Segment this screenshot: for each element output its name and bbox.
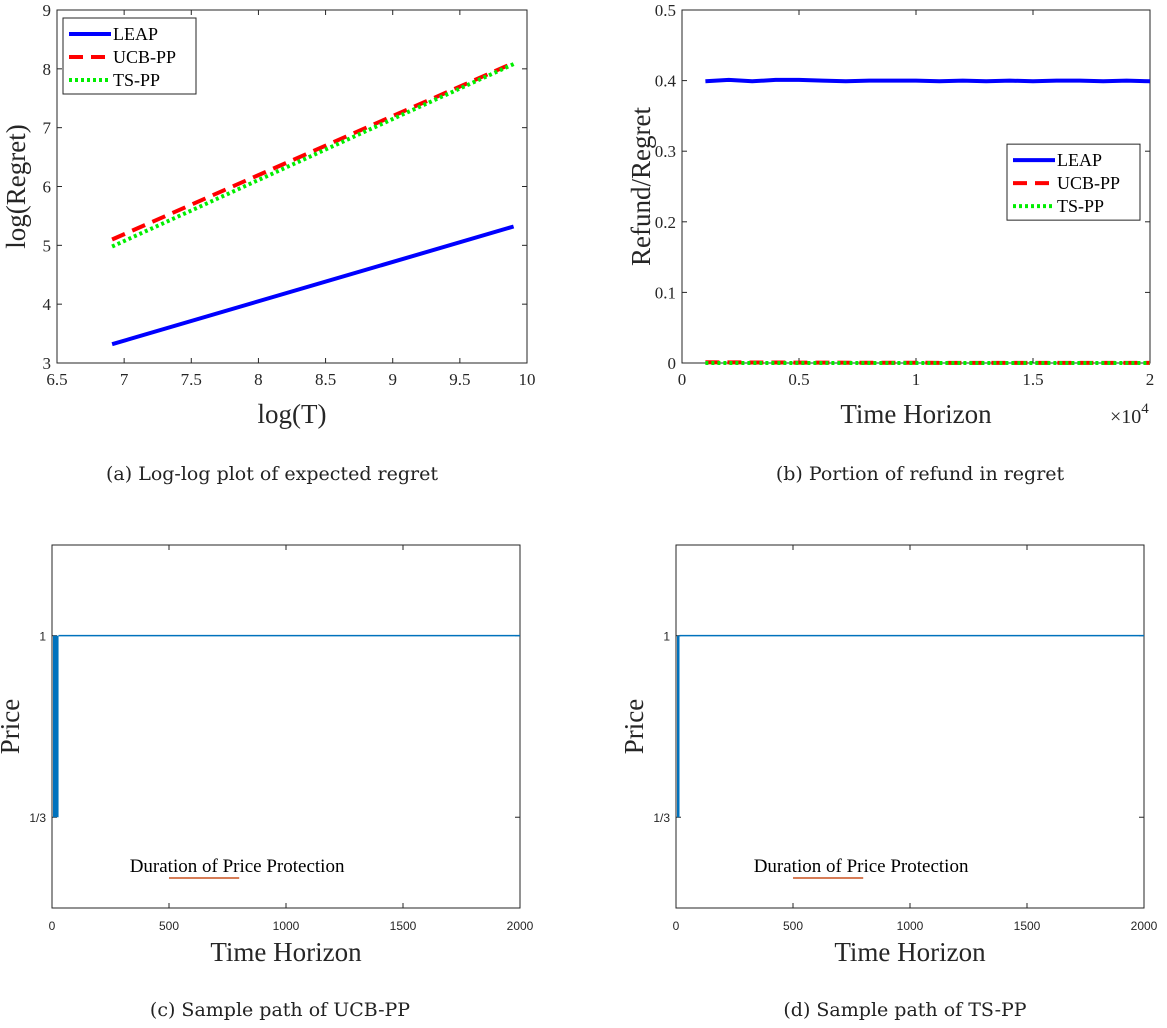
x-tick-label: 0 <box>673 919 680 933</box>
x-tick-label: 7 <box>120 370 129 389</box>
y-tick-label: 6 <box>43 178 52 197</box>
tspan-part: 4 <box>1141 401 1149 417</box>
caption-c: (c) Sample path of UCB-PP <box>150 999 410 1021</box>
price-oscillation-band <box>677 635 680 818</box>
y-axis-label: Refund/Regret <box>626 107 656 266</box>
annotation-text: Duration of Price Protection <box>754 856 969 877</box>
legend-label-ts-pp: TS-PP <box>113 70 160 90</box>
x-tick-label: 8.5 <box>315 370 336 389</box>
x-tick-label: 500 <box>783 919 803 933</box>
x-tick-label: 9 <box>388 370 397 389</box>
annotation-text: Duration of Price Protection <box>130 856 345 877</box>
y-tick-label: 0 <box>668 354 677 373</box>
y-tick-label: 0.1 <box>655 283 676 302</box>
x-tick-label: 0.5 <box>788 370 809 389</box>
x-tick-label: 2 <box>1146 370 1155 389</box>
chart-c: 0 500 1000 1500 2000 1/3 1 Time Horizon Price Dur… <box>0 544 534 1021</box>
x-tick-label: 6.5 <box>46 370 67 389</box>
x-axis-label: Time Horizon <box>210 937 362 967</box>
legend: LEAP UCB-PP TS-PP <box>62 17 197 95</box>
y-tick-label: 8 <box>43 60 52 79</box>
x-tick-label: 2000 <box>507 919 534 933</box>
chart-a: 6.5 7 7.5 8 8.5 9 9.5 10 3 4 5 6 7 8 9 log(T) log(Regret… <box>1 1 536 485</box>
chart-b: 0 0.5 1 1.5 2 0 0.1 0.2 0.3 0.4 0.5 Time Horizon Ref… <box>626 1 1154 485</box>
caption-b: (b) Portion of refund in regret <box>776 463 1065 485</box>
legend-label-ts-pp: TS-PP <box>1057 196 1104 216</box>
x-tick-label: 9.5 <box>449 370 470 389</box>
y-tick-label: 0.2 <box>655 213 676 232</box>
chart-d: 0 500 1000 1500 2000 1/3 1 Time Horizon Price Dur… <box>619 544 1158 1021</box>
y-tick-label: 1 <box>39 630 46 644</box>
x-tick-label: 1 <box>912 370 921 389</box>
x-axis-label: Time Horizon <box>834 937 986 967</box>
x-exponent-label: ×104 <box>1110 401 1149 428</box>
series-line-leap <box>111 224 515 347</box>
legend-label-leap: LEAP <box>113 24 158 44</box>
y-tick-label: 1 <box>663 630 670 644</box>
series-line-ts-pp <box>111 62 515 249</box>
x-axis-label: log(T) <box>258 399 327 429</box>
legend-label-ucb-pp: UCB-PP <box>1057 173 1120 193</box>
legend-label-ucb-pp: UCB-PP <box>113 47 176 67</box>
x-tick-label: 8 <box>254 370 263 389</box>
x-tick-label: 1000 <box>897 919 924 933</box>
y-tick-label: 0.3 <box>655 142 676 161</box>
y-tick-label: 9 <box>43 1 52 20</box>
y-tick-label: 1/3 <box>29 811 46 825</box>
caption-a: (a) Log-log plot of expected regret <box>106 463 438 485</box>
x-tick-label: 1.5 <box>1022 370 1043 389</box>
price-oscillation-band <box>53 635 59 818</box>
y-tick-label: 4 <box>43 295 52 314</box>
legend: LEAP UCB-PP TS-PP <box>1006 143 1141 221</box>
plot-frame-d <box>675 544 1145 909</box>
x-tick-label: 2000 <box>1131 919 1158 933</box>
x-tick-label: 0 <box>49 919 56 933</box>
plot-frame-c <box>51 544 521 909</box>
legend-label-leap: LEAP <box>1057 150 1102 170</box>
x-tick-label: 1000 <box>273 919 300 933</box>
x-tick-label: 10 <box>519 370 536 389</box>
legend-box <box>1006 143 1141 221</box>
y-axis-label: Price <box>0 699 25 754</box>
y-axis-label: Price <box>619 699 649 754</box>
x-tick-label: 0 <box>678 370 687 389</box>
y-tick-label: 0.4 <box>655 72 677 91</box>
x-tick-label: 1500 <box>1014 919 1041 933</box>
y-tick-label: 1/3 <box>653 811 670 825</box>
y-axis-label: log(Regret) <box>1 124 31 248</box>
x-tick-label: 1500 <box>390 919 417 933</box>
caption-d: (d) Sample path of TS-PP <box>783 999 1026 1021</box>
series-line-leap <box>705 77 1151 84</box>
y-tick-label: 7 <box>43 119 52 138</box>
x-tick-label: 7.5 <box>181 370 202 389</box>
legend-box <box>62 17 197 95</box>
y-tick-label: 5 <box>43 236 52 255</box>
x-tick-label: 500 <box>159 919 179 933</box>
x-axis-label: Time Horizon <box>840 399 992 429</box>
y-tick-label: 3 <box>43 354 52 373</box>
y-tick-label: 0.5 <box>655 1 676 20</box>
